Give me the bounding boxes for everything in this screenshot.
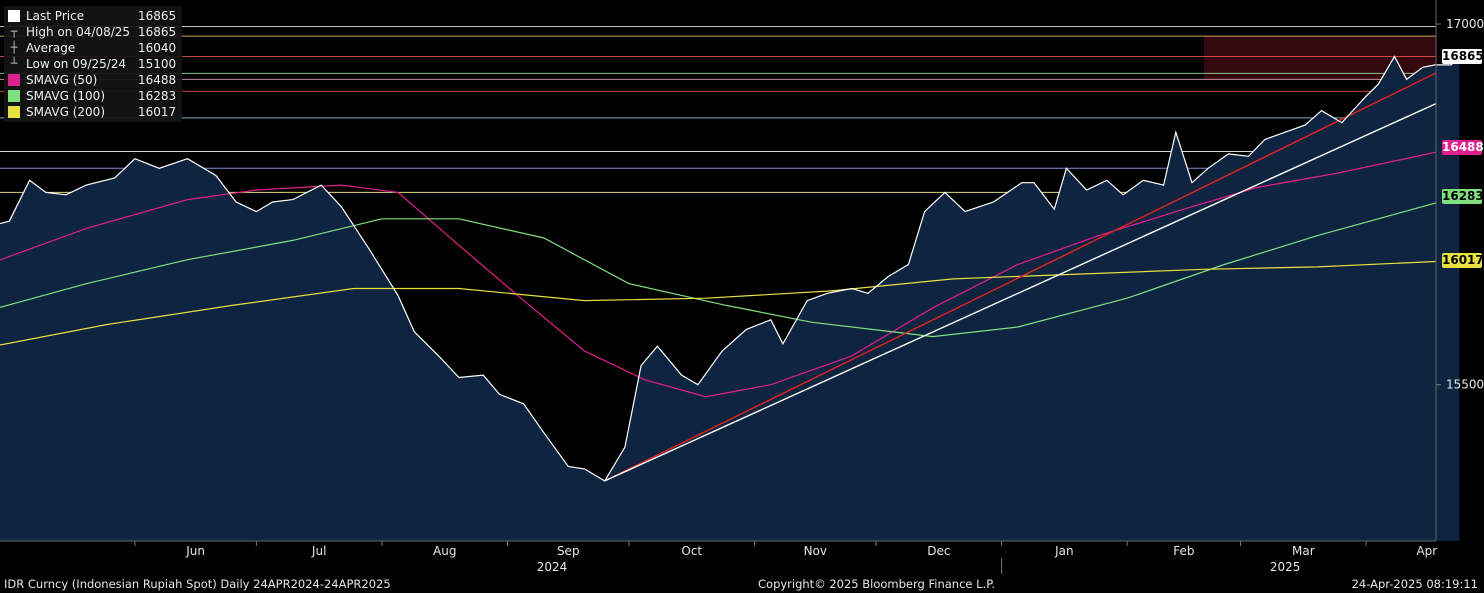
legend-label: SMAVG (50) [26,73,98,87]
legend-marker-last-price [8,10,20,22]
price-series-line [0,55,1460,482]
last-price-tag: 16865 [1442,49,1484,64]
legend-marker-sma200 [8,106,20,118]
legend-last-price: Last Price 16865 [8,8,176,24]
legend-label: Last Price [26,9,85,23]
high-marker-icon: ┬ [10,25,18,38]
legend-value: 16865 [138,25,177,39]
x-year-label: 2025 [1270,560,1301,574]
legend-marker-sma100 [8,90,20,102]
footer-security: IDR Curncy (Indonesian Rupiah Spot) Dail… [4,577,391,591]
chart-legend: Last Price 16865 ┬ High on 04/08/25 1686… [4,6,183,122]
price-area-fill [0,56,1460,541]
y-tick-label: 17000 [1446,17,1484,31]
red-trendline [604,72,1436,482]
sma200-price-tag: 16017 [1442,252,1484,268]
x-tick-label: Jul [311,544,326,558]
x-tick-label: Nov [804,544,827,558]
white-trendline [604,102,1436,482]
legend-label: Low on 09/25/24 [26,57,127,71]
x-tick-label: Jun [185,544,205,558]
x-tick-label: Aug [433,544,456,558]
x-tick-label: Dec [927,544,950,558]
sma200-line [0,260,1436,346]
legend-sma200: SMAVG (200) 16017 [8,104,176,120]
legend-average: ┼ Average 16040 [8,40,177,56]
sma100-line [0,202,1436,338]
legend-label: SMAVG (200) [26,105,106,119]
legend-sma50: SMAVG (50) 16488 [8,72,176,88]
low-marker-icon: ┴ [10,57,18,70]
legend-sma100: SMAVG (100) 16283 [8,88,176,104]
footer-timestamp: 24-Apr-2025 08:19:11 [1351,577,1478,591]
legend-label: High on 04/08/25 [26,25,131,39]
legend-value: 16283 [138,89,177,103]
legend-value: 16865 [138,9,177,23]
x-tick-label: Feb [1173,544,1194,558]
legend-value: 16488 [138,73,177,87]
x-tick-label: Sep [557,544,580,558]
legend-label: Average [26,41,76,55]
legend-value: 15100 [138,57,177,71]
horizontal-levels [0,25,1436,193]
x-tick-label: Mar [1292,544,1315,558]
x-year-label: 2024 [537,560,568,574]
legend-value: 16040 [138,41,177,55]
legend-value: 16017 [138,105,177,119]
y-tick-label: 15500 [1446,378,1484,392]
legend-low: ┴ Low on 09/25/24 15100 [8,56,177,72]
sma50-line [0,151,1436,398]
x-tick-label: Jan [1054,544,1074,558]
average-marker-icon: ┼ [10,41,18,54]
legend-label: SMAVG (100) [26,89,106,103]
sma50-price-tag: 16488 [1442,139,1484,155]
x-tick-label: Oct [681,544,702,558]
legend-high: ┬ High on 04/08/25 16865 [8,24,177,40]
sma100-price-tag: 16283 [1442,188,1484,204]
legend-marker-sma50 [8,74,20,86]
footer-copyright: Copyright© 2025 Bloomberg Finance L.P. [758,577,995,591]
x-tick-label: Apr [1416,544,1437,558]
